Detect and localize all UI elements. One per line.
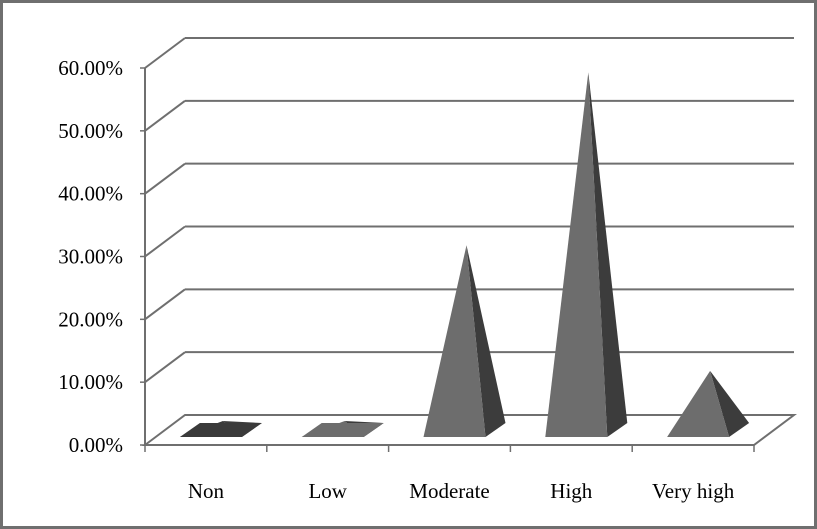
gridline-diagonal [144,288,186,321]
pyramid-side-face [466,245,506,437]
gridline-diagonal [144,37,186,69]
gridline-diagonal [144,162,186,195]
y-tick-label: 0.00% [69,433,123,457]
x-category-label: Very high [652,479,735,503]
gridline-diagonal [144,351,186,383]
x-axis-category-labels: Non Low Moderate High Very high [144,445,755,503]
y-tick-label: 60.00% [58,56,123,80]
y-tick-label: 30.00% [58,245,123,269]
pyramid-front-face [667,370,730,437]
x-category-label: High [550,479,593,503]
pyramid-bar [301,421,384,437]
x-category-label: Low [308,479,347,503]
pyramid-side-face [588,72,628,438]
pyramid-front-face [545,72,608,438]
pyramid-top-face [179,423,262,437]
x-category-label: Non [188,479,225,503]
y-tick-label: 40.00% [58,182,123,206]
y-tick-label: 10.00% [58,370,123,394]
gridline-diagonal [144,100,186,132]
pyramid-bar [667,370,750,437]
y-tick-label: 20.00% [58,307,123,331]
chart-bars [179,72,750,438]
pyramid-front-face [423,245,486,437]
pyramid-bar [545,72,628,438]
y-axis-tick-labels: 0.00% 10.00% 20.00% 30.00% 40.00% 50.00% 60.00… [58,56,145,457]
pyramid-top-face [301,423,384,437]
gridline-diagonal [144,225,186,258]
x-category-label: Moderate [409,479,489,503]
pyramid-bar [179,421,262,437]
y-tick-label: 50.00% [58,119,123,143]
pyramid-side-face [710,370,750,437]
pyramid-bar [423,245,506,437]
